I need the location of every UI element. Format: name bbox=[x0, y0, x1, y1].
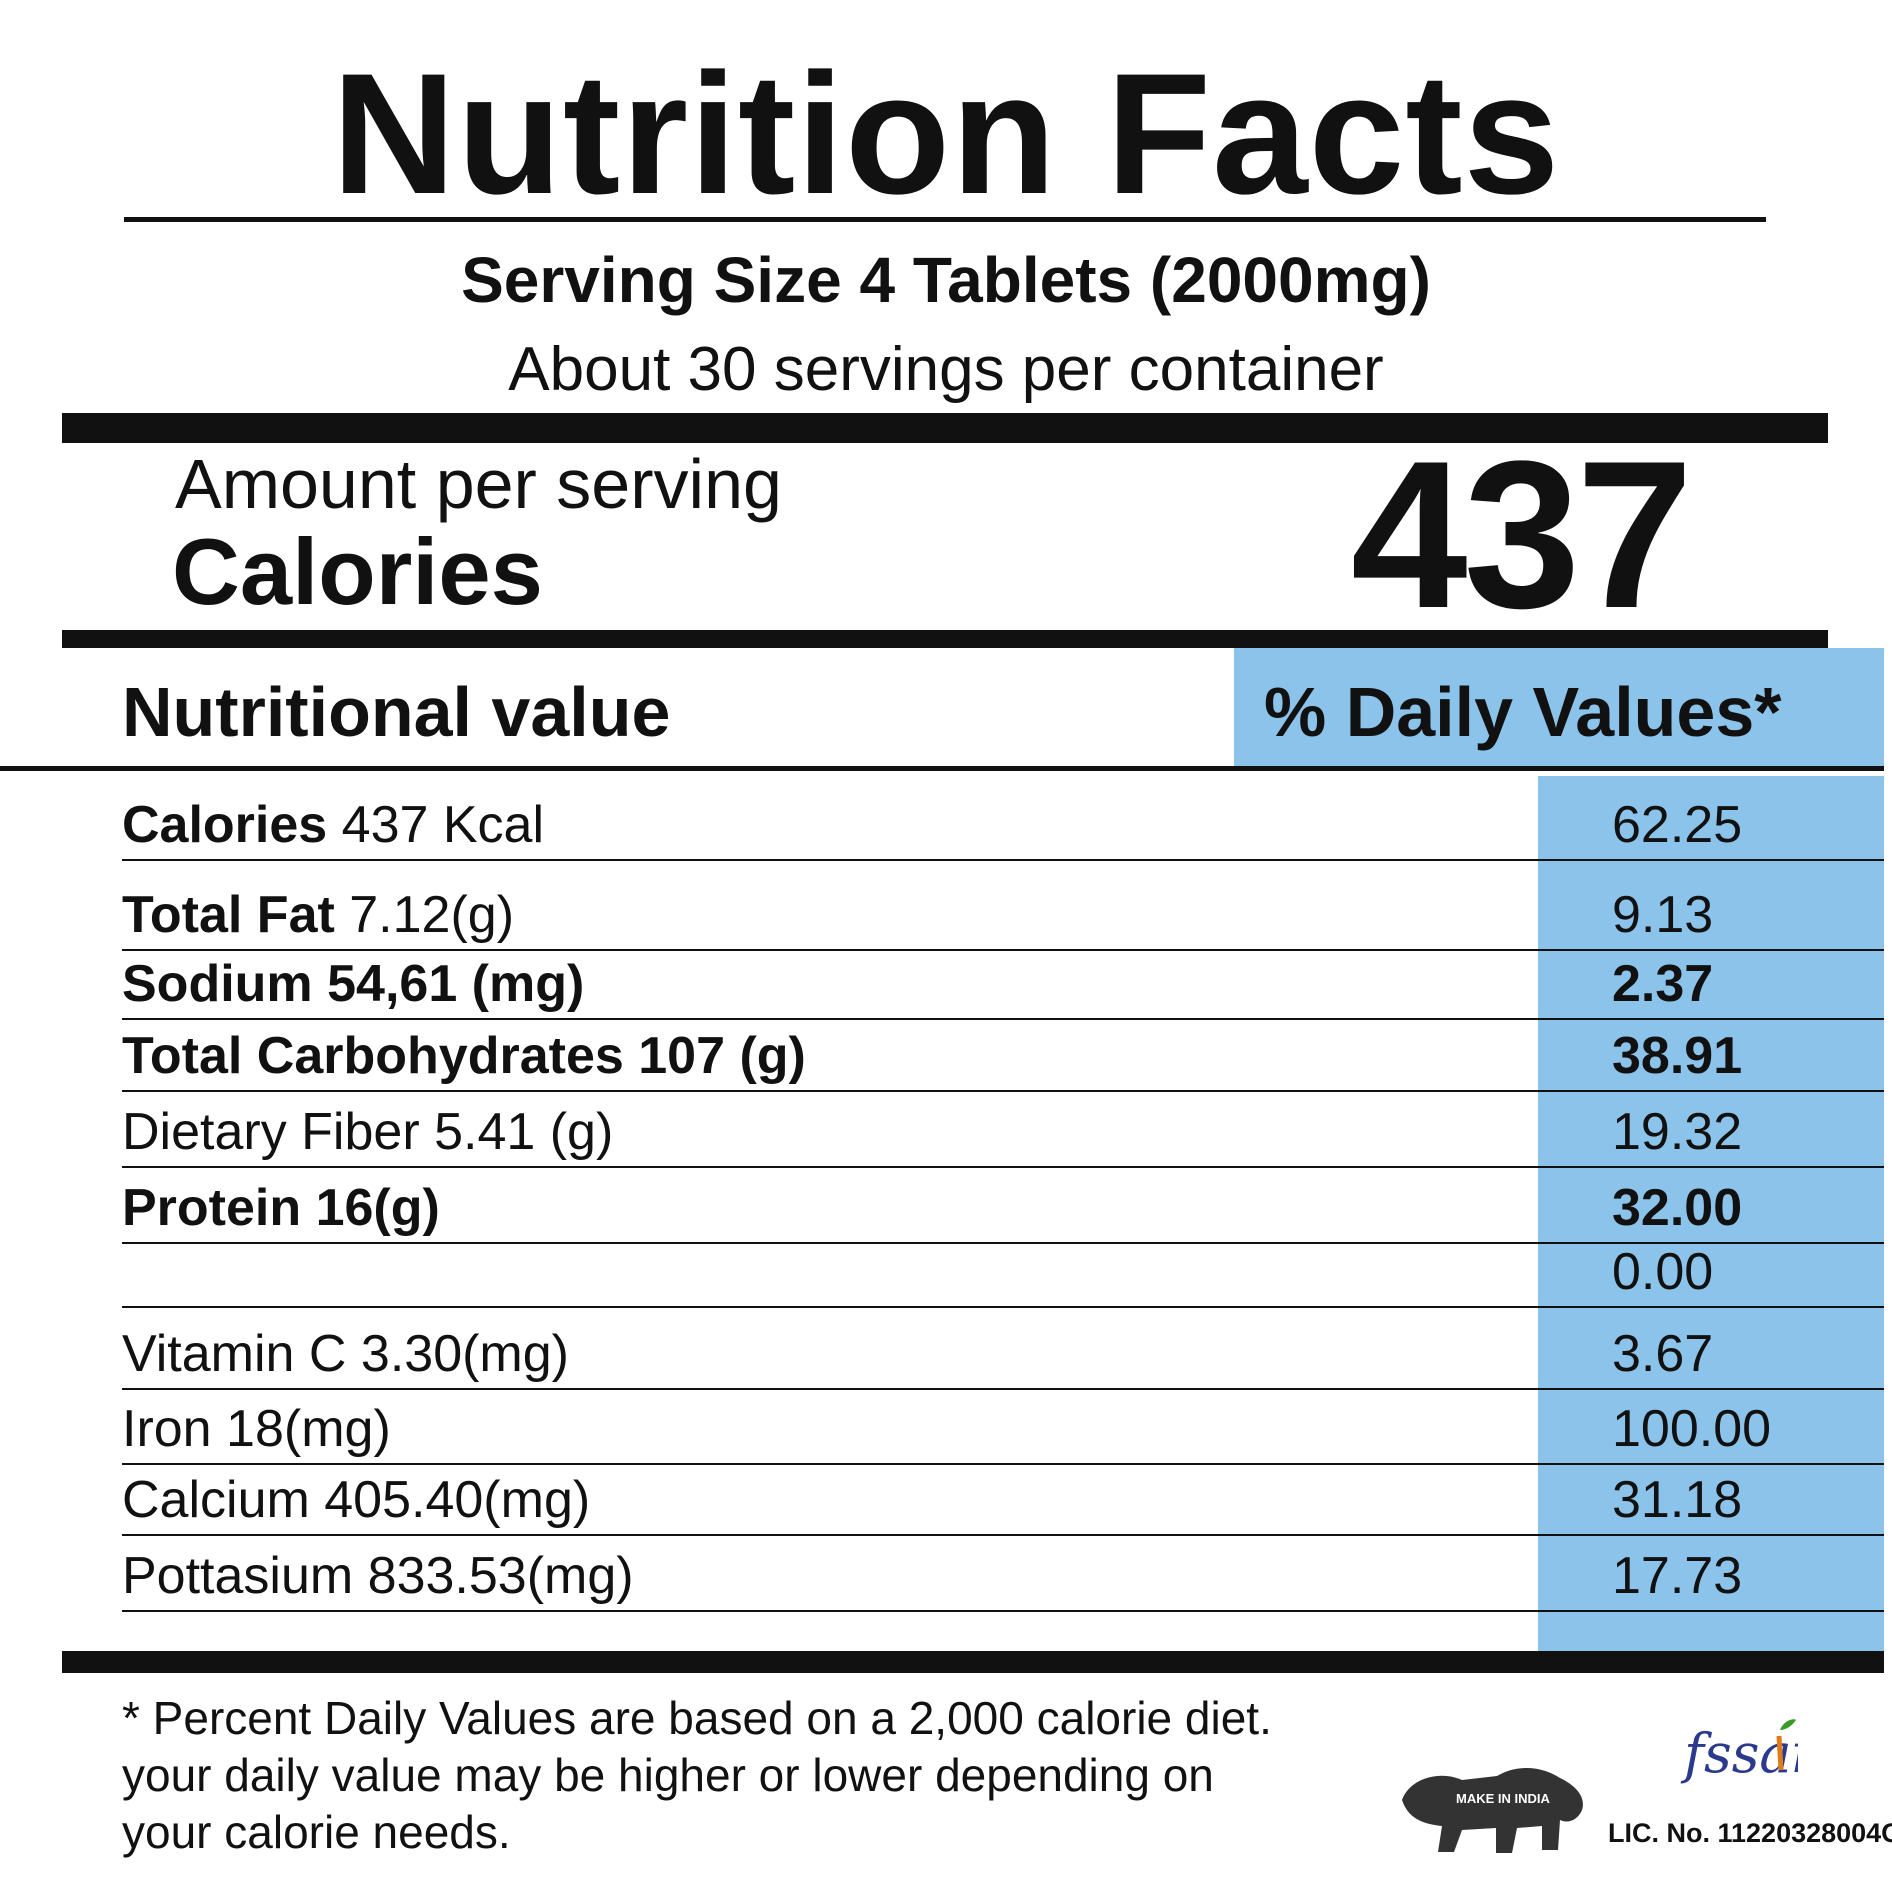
nutrient-name-bold: Total Carbohydrates 107 (g) bbox=[122, 1027, 806, 1085]
footnote-line-1: * Percent Daily Values are based on a 2,… bbox=[122, 1692, 1272, 1744]
table-row: Vitamin C 3.30(mg) 3.67 bbox=[122, 1308, 1884, 1390]
thick-divider-mid bbox=[62, 630, 1828, 648]
footnote-line-3: your calorie needs. bbox=[122, 1806, 511, 1858]
daily-values-column-highlight bbox=[1538, 776, 1884, 1651]
table-row: Dietary Fiber 5.41 (g) 19.32 bbox=[122, 1092, 1884, 1168]
nutrient-name: Protein 16(g) bbox=[122, 1178, 440, 1238]
amount-per-serving-label: Amount per serving bbox=[175, 445, 782, 523]
row-divider bbox=[122, 1388, 1884, 1390]
table-row: Total Fat 7.12(g) 9.13 bbox=[122, 861, 1884, 951]
row-divider bbox=[122, 1534, 1884, 1536]
calories-value: 437 bbox=[1350, 417, 1693, 652]
thick-divider-bottom bbox=[62, 1651, 1884, 1673]
make-in-india-text: MAKE IN INDIA bbox=[1456, 1791, 1551, 1806]
calories-label: Calories bbox=[172, 519, 543, 624]
row-divider bbox=[122, 1610, 1884, 1612]
nutrient-name: Total Carbohydrates 107 (g) bbox=[122, 1026, 806, 1086]
nutrient-name: Dietary Fiber 5.41 (g) bbox=[122, 1102, 613, 1162]
footnote-line-2: your daily value may be higher or lower … bbox=[122, 1749, 1214, 1801]
daily-value: 0.00 bbox=[1612, 1243, 1714, 1301]
row-divider bbox=[122, 949, 1884, 951]
fssai-logo: fssai bbox=[1680, 1719, 1798, 1785]
footnote: * Percent Daily Values are based on a 2,… bbox=[122, 1690, 1452, 1861]
nutrient-name: Calcium 405.40(mg) bbox=[122, 1470, 590, 1530]
header-divider bbox=[0, 766, 1884, 771]
nutrient-name: Iron 18(mg) bbox=[122, 1399, 391, 1459]
page-title: Nutrition Facts bbox=[331, 38, 1561, 230]
nutrient-name-bold: Total Fat bbox=[122, 886, 335, 944]
servings-per-container: About 30 servings per container bbox=[508, 335, 1384, 404]
nutrient-name-detail: Calcium 405.40(mg) bbox=[122, 1471, 591, 1529]
title-divider bbox=[124, 217, 1766, 222]
nutrient-name-bold: Sodium 54,61 (mg) bbox=[122, 955, 585, 1013]
nutrient-name-detail: Vitamin C 3.30(mg) bbox=[122, 1325, 569, 1383]
table-row: Calories 437 Kcal 62.25 bbox=[122, 796, 1884, 861]
nutrient-name: Vitamin C 3.30(mg) bbox=[122, 1324, 569, 1384]
row-divider bbox=[122, 1463, 1884, 1465]
daily-value: 32.00 bbox=[1612, 1179, 1743, 1237]
table-row: Calcium 405.40(mg) 31.18 bbox=[122, 1465, 1884, 1536]
daily-values-header-highlight bbox=[1234, 648, 1884, 768]
row-divider bbox=[122, 1166, 1884, 1168]
nutrient-name: Total Fat 7.12(g) bbox=[122, 885, 514, 945]
row-divider bbox=[122, 1242, 1884, 1244]
serving-size: Serving Size 4 Tablets (2000mg) bbox=[461, 244, 1431, 316]
daily-value: 3.67 bbox=[1612, 1325, 1714, 1383]
nutrient-name-detail: Pottasium 833.53(mg) bbox=[122, 1547, 634, 1605]
table-row: Total Carbohydrates 107 (g) 38.91 bbox=[122, 1020, 1884, 1092]
daily-value: 19.32 bbox=[1612, 1103, 1743, 1161]
row-divider bbox=[122, 1018, 1884, 1020]
row-divider bbox=[122, 859, 1884, 861]
daily-value: 62.25 bbox=[1612, 796, 1743, 854]
row-divider bbox=[122, 1306, 1884, 1308]
table-row: Pottasium 833.53(mg) 17.73 bbox=[122, 1536, 1884, 1612]
daily-value: 17.73 bbox=[1612, 1547, 1743, 1605]
daily-value: 9.13 bbox=[1612, 886, 1714, 944]
nutrient-name-detail: 437 Kcal bbox=[327, 796, 545, 854]
table-row: Iron 18(mg) 100.00 bbox=[122, 1390, 1884, 1465]
daily-value: 2.37 bbox=[1612, 955, 1714, 1013]
nutrient-name-detail: Iron 18(mg) bbox=[122, 1400, 391, 1458]
nutrient-name: Calories 437 Kcal bbox=[122, 795, 544, 855]
daily-value: 100.00 bbox=[1612, 1400, 1772, 1458]
nutrient-name-bold: Protein 16(g) bbox=[122, 1179, 440, 1237]
nutritional-value-header: Nutritional value bbox=[122, 673, 671, 751]
nutrient-name-detail: Dietary Fiber 5.41 (g) bbox=[122, 1103, 614, 1161]
table-row: Protein 16(g) 32.00 bbox=[122, 1168, 1884, 1244]
make-in-india-lion-logo: MAKE IN INDIA bbox=[1402, 1767, 1583, 1853]
nutrient-name: Sodium 54,61 (mg) bbox=[122, 954, 584, 1014]
row-divider bbox=[122, 1090, 1884, 1092]
daily-value: 31.18 bbox=[1612, 1471, 1743, 1529]
nutrient-name-detail: 7.12(g) bbox=[334, 886, 515, 944]
license-number: LIC. No. 11220328004O6 bbox=[1608, 1818, 1892, 1848]
table-row: 0.00 bbox=[122, 1243, 1884, 1308]
nutrient-name-bold: Calories bbox=[122, 796, 328, 854]
daily-value: 38.91 bbox=[1612, 1027, 1743, 1085]
nutrient-name: Pottasium 833.53(mg) bbox=[122, 1546, 634, 1606]
daily-values-header: % Daily Values* bbox=[1264, 673, 1782, 751]
thick-divider-top bbox=[62, 413, 1828, 443]
table-row: Sodium 54,61 (mg) 2.37 bbox=[122, 951, 1884, 1020]
